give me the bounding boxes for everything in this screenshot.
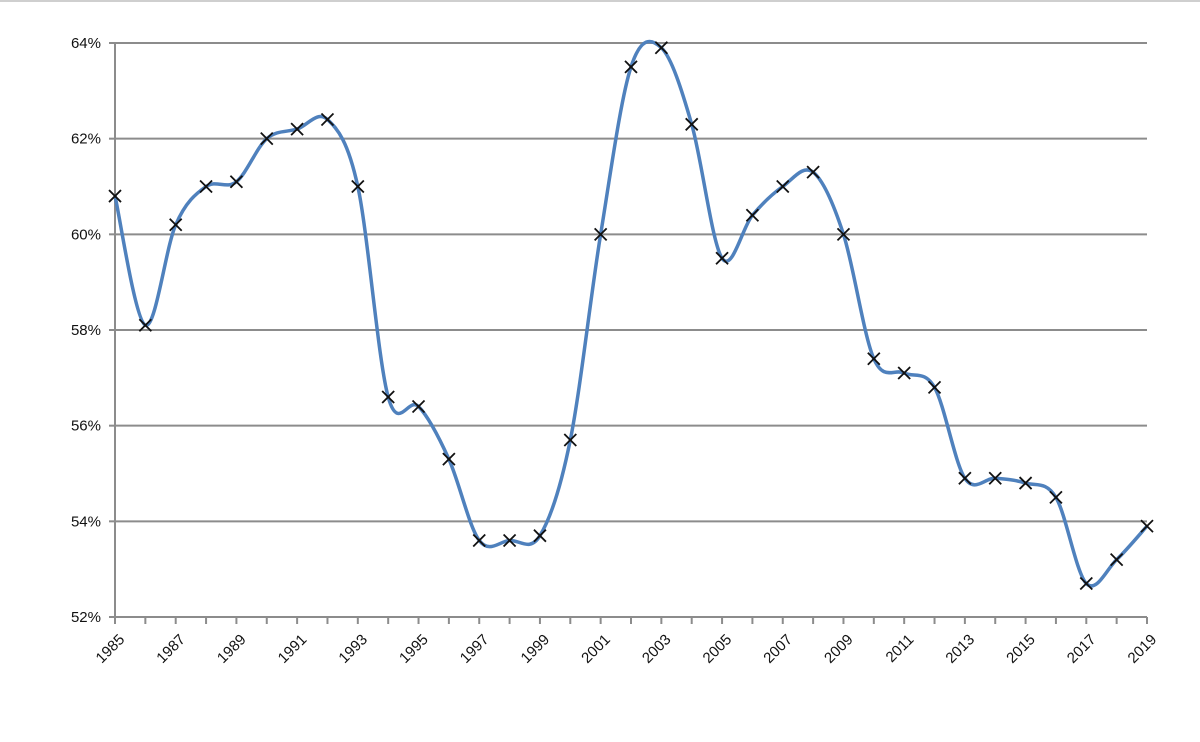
- data-point-marker: [897, 366, 911, 380]
- data-point-marker: [563, 433, 577, 447]
- x-tick-label: 1985: [93, 631, 129, 667]
- y-tick-label: 52%: [71, 609, 101, 626]
- data-point-marker: [351, 179, 365, 194]
- data-point-marker: [472, 533, 486, 548]
- data-point-marker: [1049, 490, 1063, 505]
- data-point-marker: [654, 41, 668, 55]
- x-tick-label: 2003: [639, 631, 675, 667]
- data-point-marker: [108, 189, 122, 203]
- x-tick-label: 2011: [883, 631, 918, 666]
- x-tick-label: 1991: [275, 631, 311, 667]
- x-tick-label: 2009: [821, 631, 857, 667]
- data-point-marker: [836, 227, 851, 241]
- data-point-marker: [745, 208, 760, 222]
- y-tick-label: 58%: [71, 322, 101, 339]
- data-point-marker: [442, 452, 456, 466]
- data-point-marker: [594, 227, 608, 241]
- x-tick-label: 2017: [1064, 631, 1100, 667]
- data-point-marker: [138, 318, 152, 332]
- x-tick-label: 2001: [578, 631, 614, 667]
- data-point-marker: [381, 390, 395, 404]
- series-line: [113, 39, 1149, 588]
- x-tick-label: 1993: [335, 631, 371, 667]
- data-point-marker: [1110, 552, 1124, 567]
- x-tick-label: 1995: [396, 631, 432, 667]
- data-point-marker: [958, 471, 972, 485]
- top-border: [0, 0, 1200, 2]
- x-tick-label: 2013: [942, 631, 978, 667]
- data-point-marker: [502, 533, 517, 548]
- data-point-marker: [411, 399, 426, 414]
- x-tick-label: 1989: [214, 631, 250, 667]
- data-point-marker: [685, 117, 699, 131]
- x-tick-label: 1987: [153, 631, 189, 667]
- x-tick-label: 2005: [700, 631, 736, 667]
- y-tick-label: 60%: [71, 226, 101, 243]
- x-tick-label: 2019: [1125, 631, 1161, 667]
- data-point-marker: [1018, 476, 1033, 490]
- data-point-marker: [624, 60, 638, 74]
- y-tick-label: 64%: [71, 35, 101, 52]
- data-point-marker: [867, 352, 881, 366]
- data-point-marker: [1140, 519, 1154, 533]
- y-tick-label: 56%: [71, 418, 101, 435]
- y-tick-label: 54%: [71, 513, 101, 530]
- data-point-marker: [320, 112, 335, 127]
- x-tick-label: 1999: [518, 631, 554, 667]
- data-point-marker: [988, 471, 1002, 485]
- data-point-marker: [776, 179, 790, 194]
- data-point-marker: [260, 132, 274, 146]
- y-tick-label: 62%: [71, 131, 101, 148]
- data-point-marker: [169, 218, 183, 232]
- data-point-marker: [533, 529, 547, 543]
- data-point-marker: [290, 122, 304, 136]
- data-point-marker: [806, 165, 820, 179]
- x-tick-label: 2007: [760, 631, 796, 667]
- data-point-marker: [199, 179, 213, 194]
- x-tick-label: 2015: [1003, 631, 1039, 667]
- data-point-marker: [229, 175, 244, 189]
- data-point-marker: [1079, 576, 1093, 591]
- data-point-marker: [927, 380, 942, 395]
- data-point-marker: [715, 251, 729, 265]
- x-tick-label: 1997: [457, 631, 493, 667]
